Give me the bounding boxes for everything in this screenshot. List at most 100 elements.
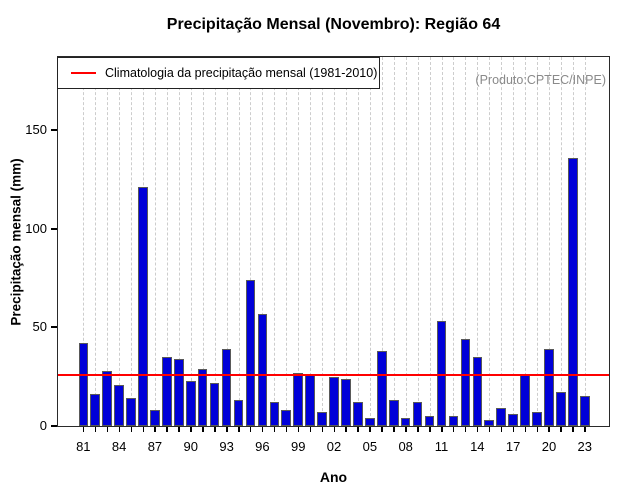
x-tick-label-2005: 05 xyxy=(362,439,378,454)
gridline-2005 xyxy=(369,57,371,426)
gridline-1998 xyxy=(286,57,288,426)
gridline-2021 xyxy=(560,57,562,426)
bar-1987 xyxy=(150,410,160,426)
x-tick-label-1987: 87 xyxy=(147,439,163,454)
y-tick-0 xyxy=(51,425,57,427)
x-tick-2017 xyxy=(512,427,515,432)
x-tick-1991 xyxy=(202,427,204,432)
x-tick-label-2002: 02 xyxy=(326,439,342,454)
x-tick-label-2020: 20 xyxy=(541,439,557,454)
bar-1990 xyxy=(185,380,196,426)
chart-title: Precipitação Mensal (Novembro): Região 6… xyxy=(166,16,501,33)
x-tick-1987 xyxy=(154,427,156,432)
gridline-2010 xyxy=(429,57,431,426)
x-axis-label: Ano xyxy=(319,469,348,485)
x-tick-2020 xyxy=(548,427,550,432)
x-tick-2002 xyxy=(333,427,336,432)
bar-2015 xyxy=(484,420,495,426)
x-tick-label-2017: 17 xyxy=(505,439,521,454)
bar-1992 xyxy=(209,382,220,426)
gridline-1989 xyxy=(178,57,180,426)
x-tick-label-1996: 96 xyxy=(255,439,270,454)
bar-2003 xyxy=(341,378,351,426)
bar-1988 xyxy=(162,356,172,426)
x-tick-2018 xyxy=(524,427,527,432)
x-tick-2015 xyxy=(488,427,491,432)
bar-2004 xyxy=(353,402,363,426)
gridline-2008 xyxy=(405,57,407,426)
bar-2007 xyxy=(388,400,399,426)
x-tick-2019 xyxy=(536,427,539,432)
gridline-2001 xyxy=(322,57,324,426)
gridline-2017 xyxy=(513,57,515,426)
gridline-2000 xyxy=(310,57,312,426)
bar-1984 xyxy=(114,384,124,426)
bar-1985 xyxy=(126,398,136,426)
bar-2013 xyxy=(460,339,471,426)
bar-2021 xyxy=(556,392,566,426)
gridline-1995 xyxy=(250,57,252,426)
bar-1982 xyxy=(90,394,101,426)
gridline-1987 xyxy=(154,57,156,426)
bar-1995 xyxy=(245,279,256,426)
gridline-1985 xyxy=(131,57,133,426)
y-tick-150 xyxy=(51,129,57,131)
x-tick-2004 xyxy=(357,427,359,432)
gridline-1999 xyxy=(298,57,300,426)
gridline-1992 xyxy=(214,57,216,426)
gridline-2015 xyxy=(489,57,491,426)
x-tick-1989 xyxy=(178,427,180,432)
x-tick-2000 xyxy=(309,427,312,432)
bar-2023 xyxy=(579,396,590,426)
x-tick-2012 xyxy=(452,427,455,432)
x-tick-2022 xyxy=(572,427,574,432)
x-tick-2005 xyxy=(369,427,371,432)
x-tick-2001 xyxy=(321,427,324,432)
x-tick-1994 xyxy=(238,427,240,432)
plot-area xyxy=(57,56,610,427)
x-tick-label-1984: 84 xyxy=(111,439,127,454)
gridline-2011 xyxy=(441,57,443,426)
gridline-2006 xyxy=(381,57,383,426)
gridline-2009 xyxy=(417,57,419,426)
gridline-2023 xyxy=(584,57,586,426)
gridline-2002 xyxy=(334,57,336,426)
x-tick-2013 xyxy=(464,427,467,432)
gridline-2013 xyxy=(465,57,467,426)
gridline-2019 xyxy=(537,57,539,426)
bar-1981 xyxy=(78,343,89,426)
x-tick-label-1999: 99 xyxy=(290,439,306,454)
y-tick-label-150: 150 xyxy=(25,122,47,137)
x-tick-2014 xyxy=(476,427,479,432)
legend-label: Climatologia da precipitação mensal (198… xyxy=(105,66,378,80)
y-tick-100 xyxy=(51,227,57,230)
climatology-line xyxy=(58,373,609,376)
bar-2002 xyxy=(329,376,339,426)
bar-2022 xyxy=(568,157,578,426)
y-tick-label-100: 100 xyxy=(25,220,47,236)
x-tick-2007 xyxy=(393,427,395,432)
bar-1983 xyxy=(102,370,112,426)
x-tick-1993 xyxy=(226,427,228,432)
watermark-label: (Produto:CPTEC/INPE) xyxy=(475,73,606,87)
bar-1997 xyxy=(269,402,280,426)
bar-2020 xyxy=(544,349,554,426)
bar-2017 xyxy=(508,414,518,426)
x-tick-1995 xyxy=(249,427,252,432)
bar-1994 xyxy=(233,400,244,426)
x-tick-1988 xyxy=(166,427,168,432)
bar-2018 xyxy=(520,374,530,426)
x-tick-label-2011: 11 xyxy=(434,439,449,454)
bar-1996 xyxy=(257,313,268,426)
gridline-2012 xyxy=(453,57,455,426)
x-tick-1985 xyxy=(130,427,133,432)
gridline-1981 xyxy=(83,57,85,426)
x-tick-1998 xyxy=(285,427,288,432)
bar-1989 xyxy=(174,358,184,426)
bar-2001 xyxy=(317,412,327,426)
x-tick-1984 xyxy=(118,427,121,432)
bar-1993 xyxy=(221,349,232,426)
gridline-1984 xyxy=(119,57,121,426)
bar-1998 xyxy=(281,410,292,426)
gridline-1997 xyxy=(274,57,276,426)
